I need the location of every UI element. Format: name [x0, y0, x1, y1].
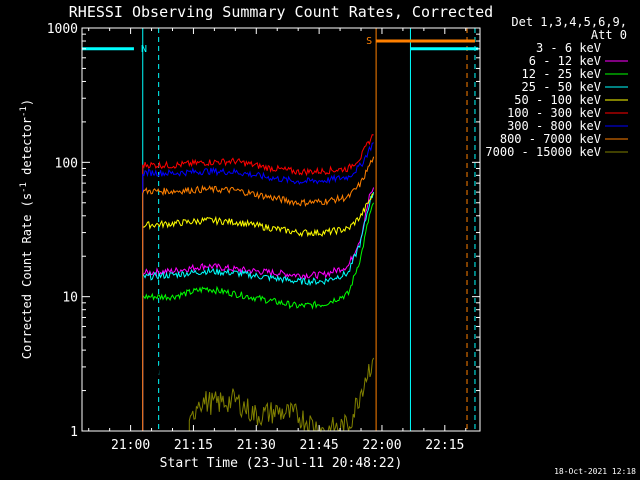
x-tick-label-5: 22:15 — [425, 438, 464, 453]
x-tick-label-4: 22:00 — [362, 438, 401, 453]
legend-label-3: 25 - 50 keV — [522, 80, 601, 94]
legend-label-5: 100 - 300 keV — [507, 106, 601, 120]
series-line-3 — [142, 191, 375, 431]
x-tick-label-1: 21:15 — [174, 438, 213, 453]
y-axis-ticks: 1 10 100 1000 — [47, 22, 480, 440]
series-line-2 — [142, 202, 375, 431]
legend-label-6: 300 - 800 keV — [507, 119, 601, 133]
flag-label-0: N — [141, 44, 147, 55]
series-line-8 — [188, 357, 375, 433]
y-tick-label-1: 10 — [62, 291, 78, 306]
series-line-0 — [142, 252, 374, 431]
series-line-4 — [142, 193, 374, 431]
legend-label-8: 7000 - 15000 keV — [485, 145, 601, 159]
x-tick-label-2: 21:30 — [237, 438, 276, 453]
legend-title-line2: Att 0 — [591, 28, 627, 42]
legend-label-2: 12 - 25 keV — [522, 67, 601, 81]
footer-timestamp: 18-Oct-2021 12:18 — [554, 467, 636, 476]
plot-frame — [81, 27, 481, 432]
x-tick-label-3: 21:45 — [300, 438, 339, 453]
y-axis-label: Corrected Count Rate (s-1 detector-1) — [19, 99, 34, 359]
time-markers — [81, 28, 476, 431]
chart-title: RHESSI Observing Summary Count Rates, Co… — [69, 3, 493, 21]
x-axis-label: Start Time (23-Jul-11 20:48:22) — [160, 456, 403, 471]
observing-flags: NS — [82, 36, 479, 55]
legend-label-4: 50 - 100 keV — [514, 93, 601, 107]
x-tick-label-0: 21:00 — [111, 438, 150, 453]
y-tick-label-3: 1000 — [47, 22, 78, 37]
series-line-6 — [142, 142, 374, 431]
series-line-1 — [142, 187, 375, 431]
legend-title-line1: Det 1,3,4,5,6,9, — [511, 15, 627, 29]
y-tick-label-0: 1 — [70, 425, 78, 440]
series-group — [142, 134, 375, 433]
legend-label-0: 3 - 6 keV — [536, 41, 601, 55]
series-line-7 — [142, 156, 375, 431]
x-axis-ticks: 21:00 21:15 21:30 21:45 22:00 22:15 — [88, 28, 467, 453]
series-line-5 — [142, 134, 374, 431]
y-tick-label-2: 100 — [55, 156, 78, 171]
legend-label-7: 800 - 7000 keV — [500, 132, 601, 146]
legend-label-1: 6 - 12 keV — [529, 54, 601, 68]
flag-label-1: S — [366, 36, 372, 47]
